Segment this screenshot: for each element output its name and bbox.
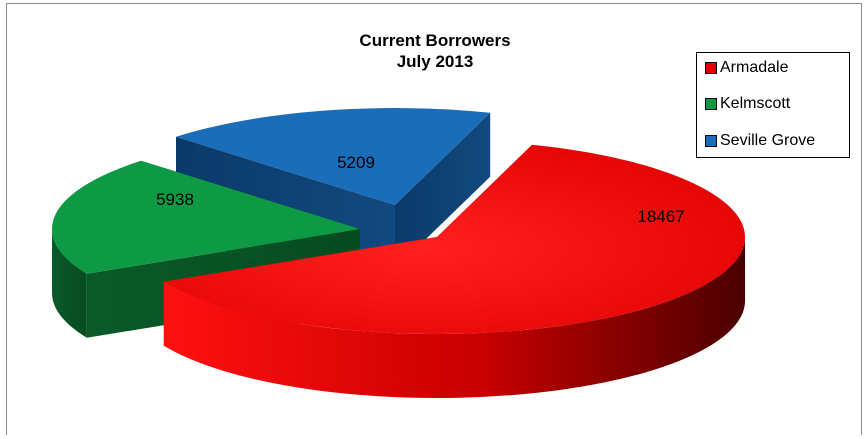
pie-slice-armadale bbox=[163, 144, 746, 398]
pie-slice-armadale-side-1 bbox=[163, 237, 746, 398]
legend-swatch-armadale bbox=[705, 62, 717, 74]
legend-label-kelmscott: Kelmscott bbox=[720, 95, 791, 112]
pie-slice-seville-grove-top bbox=[175, 108, 491, 205]
legend-swatch-kelmscott bbox=[705, 98, 717, 110]
data-label-kelmscott: 5938 bbox=[156, 190, 194, 209]
data-label-armadale: 18467 bbox=[637, 207, 684, 226]
pie-slice-seville-grove-wall-2 bbox=[395, 112, 491, 269]
pie-slice-kelmscott-top bbox=[51, 160, 361, 274]
legend-label-seville-grove: Seville Grove bbox=[720, 132, 816, 149]
pie-slice-armadale-top bbox=[163, 144, 746, 334]
legend-item-seville-grove: Seville Grove bbox=[705, 130, 815, 152]
pie-slice-kelmscott-side-1 bbox=[52, 229, 87, 338]
data-label-seville-grove: 5209 bbox=[337, 153, 375, 172]
legend-item-kelmscott: Kelmscott bbox=[705, 93, 790, 115]
legend: Armadale Kelmscott Seville Grove bbox=[696, 52, 850, 158]
legend-label-armadale: Armadale bbox=[720, 59, 789, 76]
chart-title: Current Borrowers July 2013 bbox=[330, 30, 540, 72]
legend-swatch-seville-grove bbox=[705, 135, 717, 147]
legend-item-armadale: Armadale bbox=[705, 57, 788, 79]
chart-title-line1: Current Borrowers bbox=[359, 31, 511, 50]
chart-title-line2: July 2013 bbox=[396, 52, 474, 71]
